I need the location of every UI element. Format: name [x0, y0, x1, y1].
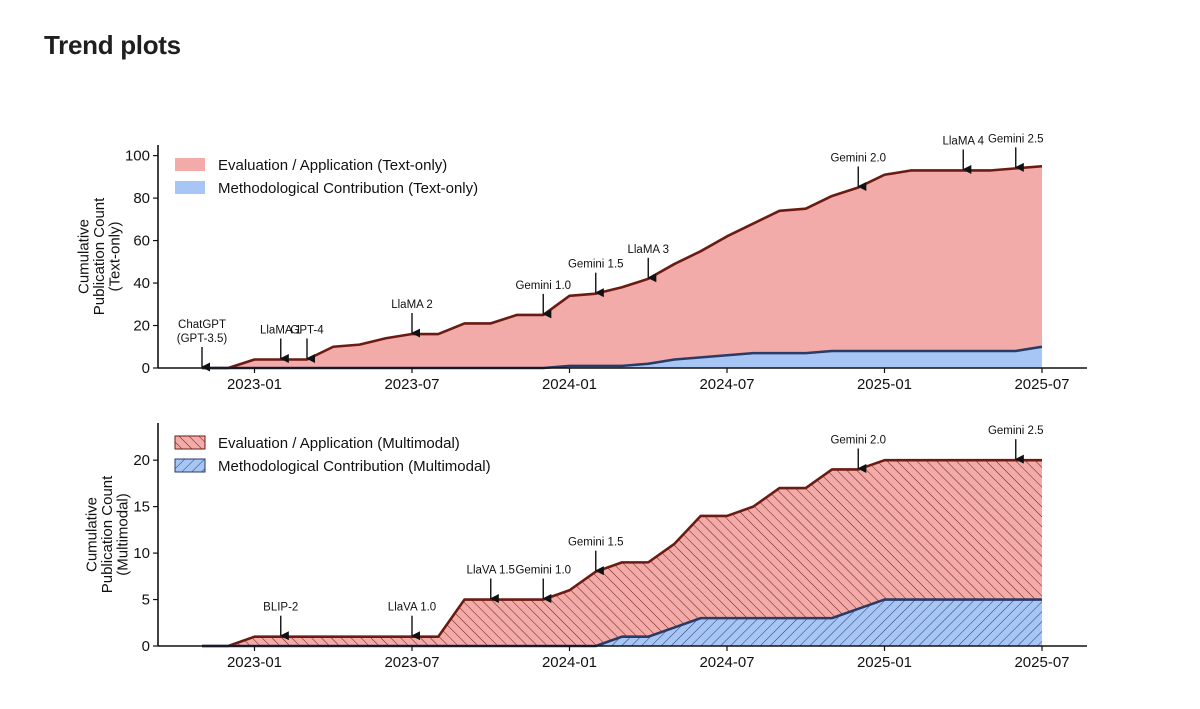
annotation-label: ChatGPT	[178, 319, 226, 331]
annotation-label: Gemini 1.0	[515, 280, 571, 292]
x-tick-label: 2025-07	[1014, 654, 1069, 671]
x-tick-label: 2024-07	[699, 376, 754, 393]
y-axis-label-line: (Text-only)	[107, 221, 124, 291]
x-tick-label: 2025-07	[1014, 376, 1069, 393]
annotation-label: LlaMA 4	[942, 135, 984, 147]
y-axis-label-line: Cumulative	[75, 219, 92, 294]
annotation-label: Gemini 2.5	[988, 133, 1044, 145]
annotation-label: (GPT-3.5)	[177, 333, 228, 345]
legend-swatch-evaluation	[174, 435, 206, 450]
y-tick-label: 0	[142, 638, 150, 655]
annotation-label: GPT-4	[290, 325, 324, 337]
annotation-label: Gemini 2.0	[830, 434, 886, 446]
y-tick-label: 5	[142, 592, 150, 609]
annotation-label: Gemini 1.0	[515, 565, 571, 577]
y-tick-label: 100	[125, 148, 150, 165]
y-tick-label: 40	[133, 275, 150, 292]
y-axis-label-line: Publication Count	[91, 197, 108, 315]
annotation-label: LlaVA 1.5	[467, 565, 515, 577]
annotation-label: BLIP-2	[263, 602, 298, 614]
y-axis-label: CumulativePublication Count(Multimodal)	[83, 475, 132, 593]
x-tick-label: 2023-01	[227, 376, 282, 393]
page-title: Trend plots	[44, 30, 181, 60]
annotation-label: LlaVA 1.0	[388, 602, 436, 614]
annotation-label: Gemini 2.0	[830, 152, 886, 164]
y-axis-label: CumulativePublication Count(Text-only)	[75, 197, 124, 315]
chart-text-only: 0 20 40 60 80 100 2023-01 2023-07 2024-01 2024-07…	[75, 133, 1087, 393]
x-tick-label: 2023-01	[227, 654, 282, 671]
y-axis-label-line: Cumulative	[83, 497, 100, 572]
y-tick-label: 20	[133, 452, 150, 469]
legend-label-methodological: Methodological Contribution (Text-only)	[218, 180, 478, 197]
chart-multimodal: 0 5 10 15 20 2023-01 2023-07 2024-01 2024-07 2025…	[83, 423, 1087, 671]
y-axis-label-line: (Multimodal)	[115, 493, 132, 576]
legend-label-methodological: Methodological Contribution (Multimodal)	[218, 458, 491, 475]
y-tick-label: 15	[133, 499, 150, 516]
annotation-label: LlaMA 1	[260, 325, 302, 337]
annotation-label: LlaMA 3	[627, 244, 669, 256]
legend-label-evaluation: Evaluation / Application (Text-only)	[218, 157, 447, 174]
x-tick-label: 2025-01	[857, 654, 912, 671]
y-axis-label-line: Publication Count	[99, 475, 116, 593]
x-tick-label: 2024-01	[542, 376, 597, 393]
x-tick-label: 2023-07	[384, 376, 439, 393]
x-tick-label: 2024-01	[542, 654, 597, 671]
x-tick-label: 2024-07	[699, 654, 754, 671]
y-tick-label: 60	[133, 233, 150, 250]
x-tick-label: 2023-07	[384, 654, 439, 671]
annotation-label: Gemini 1.5	[568, 537, 624, 549]
annotation-label: Gemini 2.5	[988, 425, 1044, 437]
x-tick-label: 2025-01	[857, 376, 912, 393]
area-series-evaluation	[202, 460, 1042, 646]
line-series-evaluation	[202, 458, 1042, 648]
legend-swatch-methodological	[175, 181, 205, 194]
y-tick-label: 80	[133, 190, 150, 207]
y-tick-label: 0	[142, 360, 150, 377]
legend-swatch-evaluation	[175, 158, 205, 171]
area-series-evaluation	[202, 166, 1042, 368]
annotation-label: LlaMA 2	[391, 299, 433, 311]
legend-swatch-methodological	[174, 458, 206, 473]
y-tick-label: 10	[133, 545, 150, 562]
legend-label-evaluation: Evaluation / Application (Multimodal)	[218, 435, 460, 452]
line-series-evaluation	[202, 164, 1043, 370]
y-tick-label: 20	[133, 318, 150, 335]
area-series-methodological	[202, 599, 1042, 646]
annotation-label: Gemini 1.5	[568, 259, 624, 271]
